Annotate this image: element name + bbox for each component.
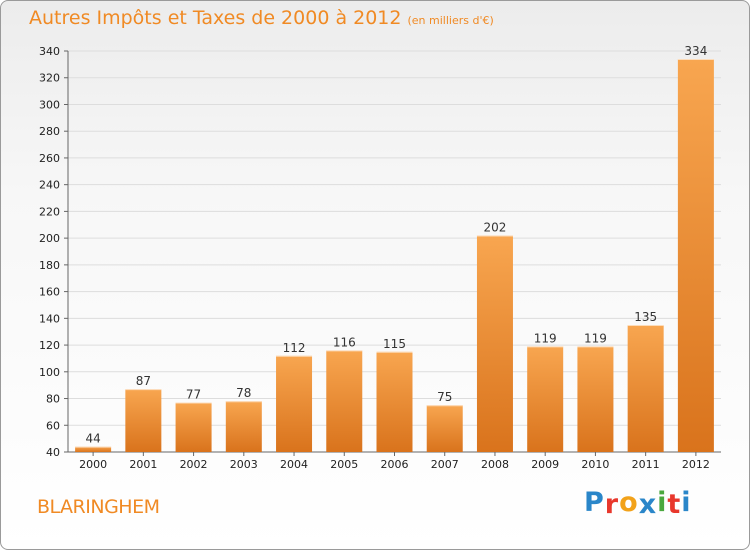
place-name: BLARINGHEM (37, 496, 160, 518)
y-tick-label: 260 (39, 152, 60, 165)
y-tick-label: 140 (39, 312, 60, 325)
data-label: 78 (236, 386, 251, 400)
data-label: 112 (283, 341, 306, 355)
bar-2007 (426, 405, 463, 452)
bar-2001 (125, 389, 162, 452)
logo-letter: i (681, 487, 692, 518)
x-tick-label: 2005 (330, 458, 358, 471)
y-tick-label: 160 (39, 286, 60, 299)
bar-2004 (276, 355, 313, 452)
y-tick-label: 180 (39, 259, 60, 272)
bar-2009 (527, 346, 564, 452)
logo-letter: i (657, 487, 668, 518)
data-label: 115 (383, 337, 406, 351)
bar-2008 (476, 235, 513, 452)
logo-letter: x (638, 489, 658, 520)
y-tick-label: 340 (39, 45, 60, 58)
y-tick-label: 120 (39, 339, 60, 352)
logo-letter: P (584, 487, 605, 518)
x-tick-label: 2001 (129, 458, 157, 471)
bar-2006 (376, 351, 413, 452)
data-label: 77 (186, 388, 201, 402)
y-tick-label: 280 (39, 125, 60, 138)
bar-2012 (677, 59, 714, 453)
x-tick-label: 2008 (481, 458, 509, 471)
x-tick-label: 2010 (581, 458, 609, 471)
data-label: 119 (584, 331, 607, 345)
chart-unit: (en milliers d'€) (407, 14, 494, 27)
y-tick-label: 200 (39, 232, 60, 245)
logo-letter: o (619, 487, 639, 518)
bar-2003 (225, 401, 262, 452)
y-tick-label: 80 (46, 393, 60, 406)
logo-letter: t (667, 489, 682, 520)
y-tick-label: 300 (39, 98, 60, 111)
y-tick-label: 240 (39, 179, 60, 192)
chart-title-text: Autres Impôts et Taxes de 2000 à 2012 (29, 7, 402, 29)
x-tick-label: 2012 (682, 458, 710, 471)
data-label: 202 (484, 220, 507, 234)
x-tick-label: 2007 (431, 458, 459, 471)
x-tick-label: 2006 (381, 458, 409, 471)
bar-2010 (577, 346, 614, 452)
bar-2002 (175, 402, 212, 452)
y-tick-label: 320 (39, 72, 60, 85)
data-label: 87 (136, 374, 151, 388)
bar-2005 (326, 350, 363, 452)
y-tick-label: 100 (39, 366, 60, 379)
data-label: 135 (634, 310, 657, 324)
chart-title: Autres Impôts et Taxes de 2000 à 2012 (en… (29, 7, 494, 29)
x-tick-label: 2004 (280, 458, 308, 471)
x-tick-label: 2002 (180, 458, 208, 471)
proxiti-logo: Proxiti (584, 487, 692, 520)
y-tick-label: 220 (39, 205, 60, 218)
x-tick-label: 2000 (79, 458, 107, 471)
data-label: 334 (684, 44, 707, 58)
x-tick-label: 2011 (632, 458, 660, 471)
x-tick-label: 2009 (531, 458, 559, 471)
bar-2000 (75, 446, 112, 452)
data-label: 116 (333, 335, 356, 349)
data-label: 44 (85, 432, 100, 446)
x-tick-label: 2003 (230, 458, 258, 471)
data-label: 75 (437, 390, 452, 404)
y-tick-label: 60 (46, 419, 60, 432)
data-label: 119 (534, 331, 557, 345)
y-tick-label: 40 (46, 446, 60, 459)
logo-letter: r (604, 489, 620, 520)
bar-2011 (627, 325, 664, 452)
